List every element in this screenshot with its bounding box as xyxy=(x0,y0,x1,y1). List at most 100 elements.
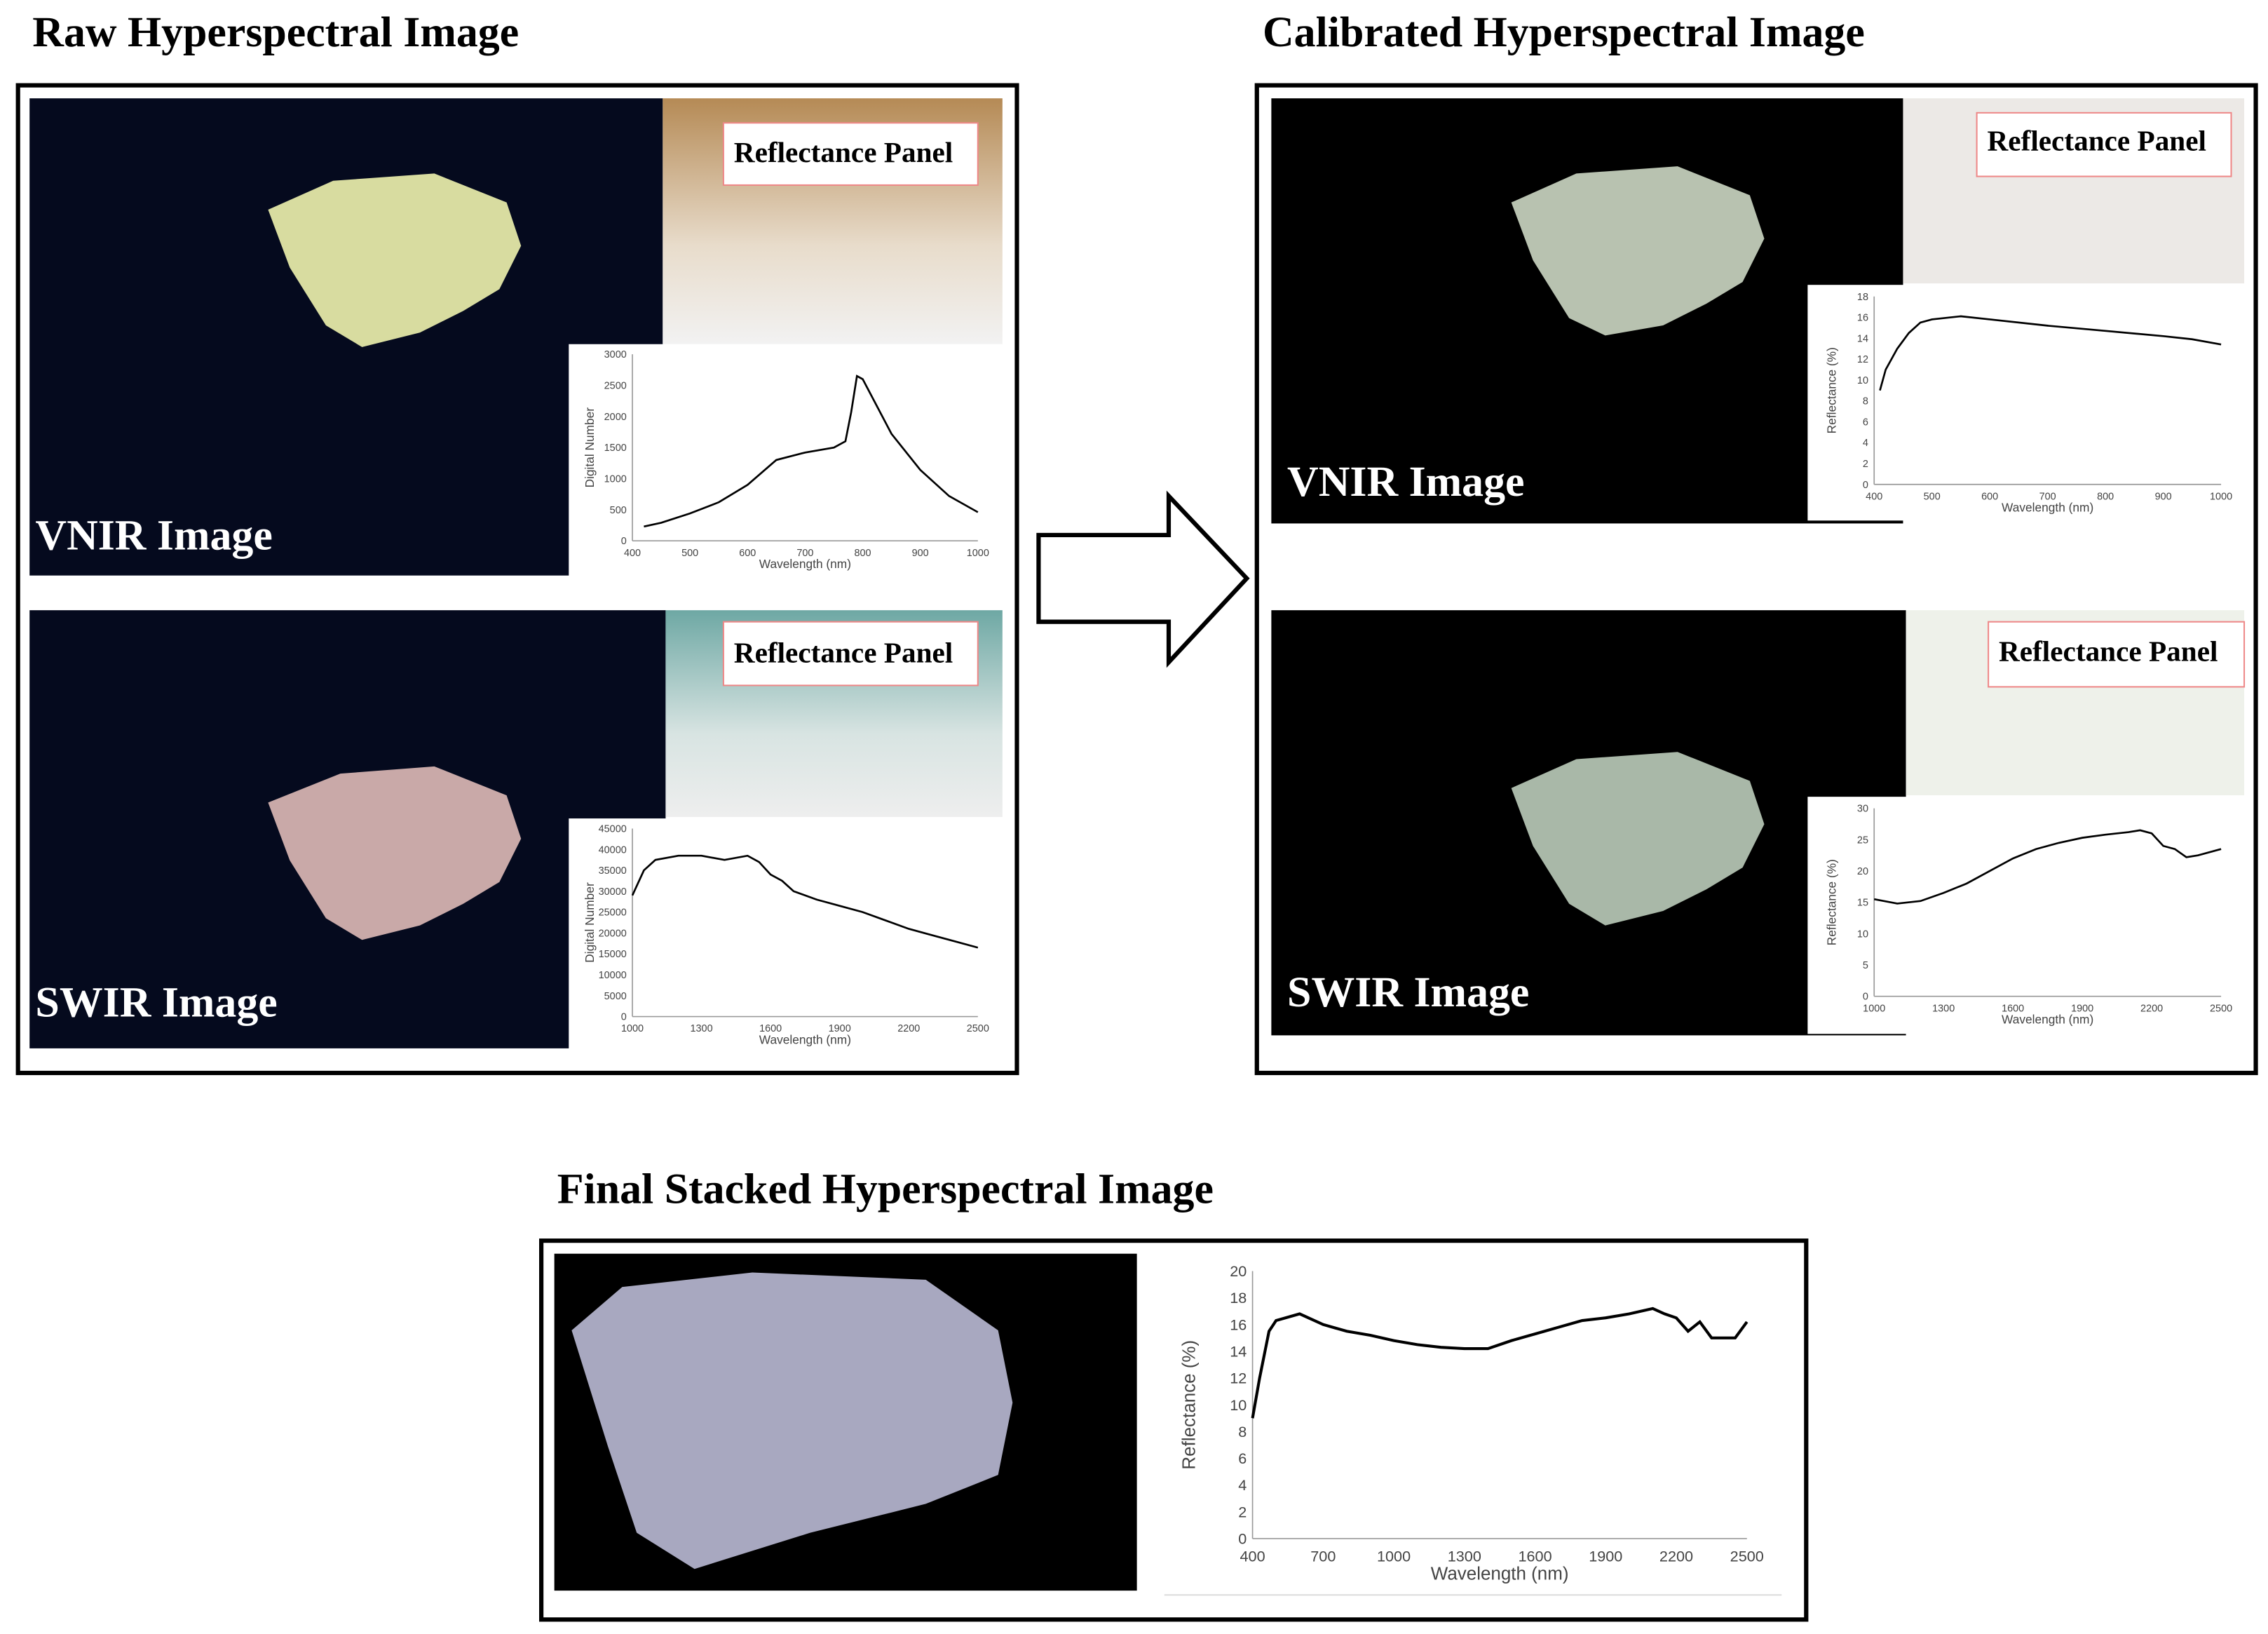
y-tick-label: 0 xyxy=(1238,1530,1247,1547)
x-axis-label: Wavelength (nm) xyxy=(1431,1562,1569,1584)
x-tick-label: 600 xyxy=(1981,491,1998,502)
y-tick-label: 1000 xyxy=(604,474,627,485)
y-tick-label: 14 xyxy=(1857,333,1868,344)
panel-label-box xyxy=(1976,112,2232,177)
y-tick-label: 12 xyxy=(1857,354,1868,365)
panel-label: Reflectance Panel xyxy=(1999,635,2218,667)
y-tick-label: 6 xyxy=(1863,417,1868,428)
x-axis-label: Wavelength (nm) xyxy=(2002,501,2093,515)
image-label: SWIR Image xyxy=(1287,968,1529,1016)
rock xyxy=(268,173,522,347)
x-tick-label: 1000 xyxy=(1377,1547,1411,1565)
y-tick-label: 6 xyxy=(1238,1450,1247,1467)
image-label: SWIR Image xyxy=(35,979,277,1027)
x-tick-label: 400 xyxy=(1240,1547,1265,1565)
x-tick-label: 400 xyxy=(624,548,641,559)
rock xyxy=(1511,166,1765,336)
y-tick-label: 35000 xyxy=(599,865,627,877)
chart-bg xyxy=(569,344,1001,579)
y-tick-label: 8 xyxy=(1238,1423,1247,1440)
x-tick-label: 900 xyxy=(2155,491,2172,502)
x-tick-label: 1900 xyxy=(1589,1547,1622,1565)
x-tick-label: 1600 xyxy=(2002,1003,2024,1014)
y-tick-label: 0 xyxy=(1863,992,1868,1003)
rock xyxy=(571,1272,1013,1569)
y-tick-label: 10 xyxy=(1857,375,1868,386)
x-tick-label: 2200 xyxy=(2140,1003,2163,1014)
y-tick-label: 10 xyxy=(1230,1396,1247,1414)
y-tick-label: 4 xyxy=(1238,1476,1247,1494)
y-tick-label: 16 xyxy=(1230,1316,1247,1333)
x-tick-label: 1000 xyxy=(967,548,989,559)
y-tick-label: 0 xyxy=(1863,480,1868,491)
y-tick-label: 500 xyxy=(610,505,627,516)
x-tick-label: 600 xyxy=(739,548,756,559)
x-tick-label: 1900 xyxy=(829,1023,851,1034)
y-tick-label: 20 xyxy=(1230,1262,1247,1280)
y-axis-label: Reflectance (%) xyxy=(1824,347,1838,433)
line xyxy=(1873,829,2222,905)
x-tick-label: 900 xyxy=(912,548,929,559)
x-tick-label: 1300 xyxy=(1932,1003,1955,1014)
x-tick-label: 1300 xyxy=(691,1023,713,1034)
x-tick-label: 1600 xyxy=(759,1023,782,1034)
panel-label: Reflectance Panel xyxy=(734,136,953,168)
y-axis-label: Reflectance (%) xyxy=(1178,1340,1199,1470)
x-tick-label: 1600 xyxy=(1518,1547,1551,1565)
rock xyxy=(268,766,522,940)
x-axis-label: Wavelength (nm) xyxy=(759,1033,851,1047)
chart-bg xyxy=(1807,797,2245,1034)
panel-label-box xyxy=(722,621,979,687)
raw-box xyxy=(15,83,1019,1076)
panel-label-box xyxy=(1988,621,2246,688)
y-tick-label: 2 xyxy=(1863,459,1868,470)
x-axis-label: Wavelength (nm) xyxy=(2002,1013,2093,1027)
y-tick-label: 12 xyxy=(1230,1370,1247,1387)
calibrated-box xyxy=(1254,83,2258,1076)
y-tick-label: 15 xyxy=(1857,898,1868,909)
chart-bg xyxy=(569,818,1001,1063)
y-tick-label: 18 xyxy=(1857,292,1868,303)
final-box xyxy=(539,1238,1809,1622)
y-tick-label: 16 xyxy=(1857,313,1868,324)
x-tick-label: 1300 xyxy=(1448,1547,1481,1565)
y-axis-label: Digital Number xyxy=(583,407,597,488)
x-tick-label: 500 xyxy=(1924,491,1941,502)
y-tick-label: 2000 xyxy=(604,412,627,423)
y-tick-label: 2500 xyxy=(604,381,627,392)
y-tick-label: 4 xyxy=(1863,438,1868,449)
y-tick-label: 20000 xyxy=(599,928,627,939)
x-tick-label: 1000 xyxy=(2210,491,2232,502)
y-tick-label: 5 xyxy=(1863,960,1868,971)
line xyxy=(644,374,979,528)
y-tick-label: 15000 xyxy=(599,949,627,960)
rock xyxy=(1511,752,1765,926)
panel-label: Reflectance Panel xyxy=(734,636,953,668)
x-tick-label: 700 xyxy=(2039,491,2056,502)
y-tick-label: 0 xyxy=(621,536,627,547)
y-tick-label: 10 xyxy=(1857,929,1868,940)
x-tick-label: 2500 xyxy=(1730,1547,1764,1565)
x-tick-label: 500 xyxy=(681,548,698,559)
y-axis-label: Digital Number xyxy=(583,882,597,963)
x-tick-label: 2200 xyxy=(897,1023,920,1034)
x-axis-label: Wavelength (nm) xyxy=(759,557,851,571)
line xyxy=(631,854,979,949)
raw-title: Raw Hyperspectral Image xyxy=(32,8,519,56)
line xyxy=(1251,1306,1748,1419)
y-tick-label: 30000 xyxy=(599,886,627,898)
y-tick-label: 10000 xyxy=(599,970,627,981)
panel-label: Reflectance Panel xyxy=(1988,124,2206,156)
image-label: VNIR Image xyxy=(1287,458,1524,506)
y-tick-label: 2 xyxy=(1238,1503,1247,1520)
arrow xyxy=(1036,490,1250,668)
line xyxy=(1879,315,2222,391)
x-tick-label: 2500 xyxy=(2210,1003,2232,1014)
y-tick-label: 8 xyxy=(1863,396,1868,407)
y-tick-label: 18 xyxy=(1230,1289,1247,1306)
y-tick-label: 5000 xyxy=(604,991,627,1002)
y-tick-label: 25 xyxy=(1857,835,1868,846)
x-tick-label: 400 xyxy=(1866,491,1882,502)
calibrated-title: Calibrated Hyperspectral Image xyxy=(1263,8,1865,56)
